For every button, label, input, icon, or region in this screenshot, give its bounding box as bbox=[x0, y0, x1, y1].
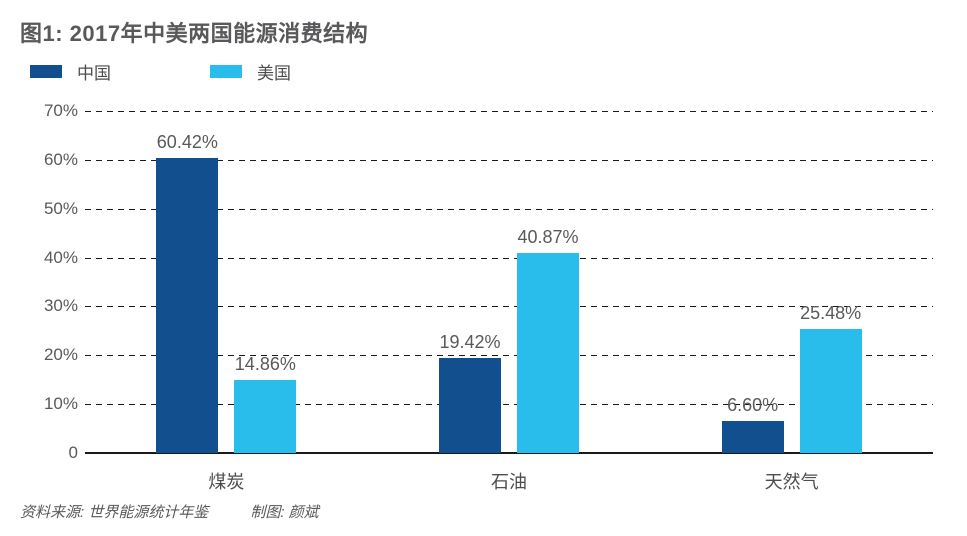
bar-中国-天然气 bbox=[721, 420, 784, 453]
credit-text: 制图: 颜斌 bbox=[250, 504, 319, 521]
category-label-煤炭: 煤炭 bbox=[208, 472, 245, 492]
gridline-50 bbox=[85, 208, 933, 210]
gridline-70 bbox=[85, 111, 933, 112]
gridline-60 bbox=[85, 159, 933, 161]
bar-中国-石油 bbox=[439, 358, 501, 453]
gridline-10 bbox=[85, 404, 933, 406]
y-tick-label-50: 50% bbox=[43, 198, 78, 218]
legend-label-china: 中国 bbox=[77, 64, 111, 83]
y-tick-label-60: 60% bbox=[43, 149, 78, 169]
gridline-30 bbox=[85, 306, 933, 308]
legend-item-china: 中国 bbox=[30, 59, 111, 84]
legend: 中国 美国 bbox=[30, 59, 291, 84]
chart-title: 图1: 2017年中美两国能源消费结构 bbox=[20, 21, 369, 46]
y-tick-label-10: 10% bbox=[43, 394, 78, 414]
footer: 资料来源: 世界能源统计年鉴 制图: 颜斌 bbox=[20, 501, 319, 522]
y-tick-label-20: 20% bbox=[43, 345, 78, 365]
source-text: 资料来源: 世界能源统计年鉴 bbox=[20, 504, 209, 521]
y-tick-label-70: 70% bbox=[43, 101, 78, 120]
y-tick-label-40: 40% bbox=[43, 247, 78, 267]
bar-美国-煤炭 bbox=[234, 380, 297, 453]
bar-value-label-美国-煤炭: 14.86% bbox=[234, 354, 296, 375]
bar-value-label-美国-石油: 40.87% bbox=[517, 227, 579, 248]
y-tick-label-0: 0 bbox=[68, 443, 78, 462]
legend-item-usa: 美国 bbox=[210, 59, 291, 84]
category-label-天然气: 天然气 bbox=[764, 472, 819, 492]
bar-美国-天然气 bbox=[799, 328, 862, 453]
category-label-石油: 石油 bbox=[491, 472, 527, 492]
legend-swatch-china bbox=[30, 65, 62, 78]
bar-value-label-中国-煤炭: 60.42% bbox=[156, 131, 218, 152]
legend-label-usa: 美国 bbox=[257, 64, 291, 83]
bar-美国-石油 bbox=[517, 253, 579, 453]
bar-value-label-美国-天然气: 25.48% bbox=[800, 302, 862, 323]
x-axis-baseline bbox=[85, 452, 933, 454]
gridline-40 bbox=[85, 257, 933, 259]
bar-value-label-中国-天然气: 6.60% bbox=[727, 394, 779, 415]
bar-value-label-中国-石油: 19.42% bbox=[439, 332, 501, 353]
bar-中国-煤炭 bbox=[156, 157, 219, 453]
legend-swatch-usa bbox=[210, 65, 242, 78]
gridline-20 bbox=[85, 355, 933, 357]
y-tick-label-30: 30% bbox=[43, 296, 78, 316]
